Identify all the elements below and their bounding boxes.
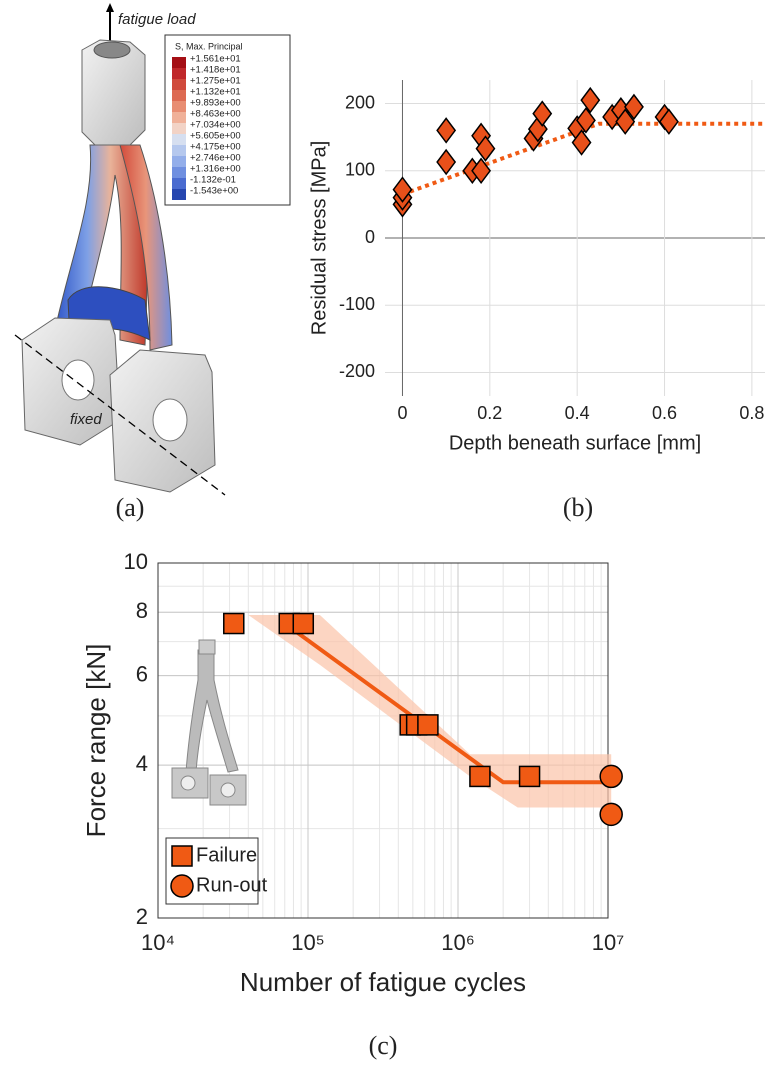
caption: (c) [369,1031,398,1060]
legend-label: +9.893e+00 [190,98,241,109]
legend-label: +1.275e+01 [190,76,241,87]
legend-label: -1.543e+00 [190,186,238,197]
legend-swatch [172,123,186,134]
legend-label: +4.175e+00 [190,142,241,153]
y-axis-label: Force range [kN] [81,644,111,838]
caption: (b) [563,493,593,522]
legend-swatch [172,90,186,101]
legend-label: Run-out [196,874,268,896]
legend-swatch [172,79,186,90]
page: {"panel_a": { "load_label": "fatigue loa… [0,0,769,1068]
x-tick-label: 0.4 [565,403,590,423]
y-tick-label: 200 [345,92,375,112]
legend-swatch [172,156,186,167]
fixed-label: fixed [70,411,102,428]
legend-swatch [172,57,186,68]
legend-swatch [172,134,186,145]
data-point [470,766,490,786]
x-tick-label: 0 [397,403,407,423]
legend-swatch [172,178,186,189]
load-label: fatigue load [118,11,196,28]
y-tick-label: 4 [136,751,148,776]
y-tick-label: 6 [136,661,148,686]
legend-swatch [172,145,186,156]
data-point [418,715,438,735]
x-tick-label: 10⁶ [441,930,475,955]
y-tick-label: -200 [339,361,375,381]
figure: fatigue load fixed S, Max. Principal +1.… [0,0,769,1068]
x-tick-label: 0.6 [652,403,677,423]
caption: (a) [116,493,145,522]
legend-label: +1.561e+01 [190,54,241,65]
y-tick-label: 0 [365,227,375,247]
legend-label: +5.605e+00 [190,131,241,142]
legend-marker [172,846,192,866]
y-tick-label: 10 [124,549,148,574]
data-point [437,118,455,142]
x-axis-label: Number of fatigue cycles [240,967,526,997]
legend-marker [171,875,193,897]
x-tick-label: 10⁵ [291,930,325,955]
data-point [293,614,313,634]
legend-swatch [172,68,186,79]
legend-swatch [172,189,186,200]
data-point [581,88,599,112]
residual-stress-chart: -200 -100 0 100 200 0 0.2 0.4 0.6 0.8 Depth beneat… [308,80,765,454]
x-tick-label: 0.8 [739,403,764,423]
legend-label: +7.034e+00 [190,120,241,131]
x-tick-label: 10⁴ [141,930,175,955]
legend-label: Failure [196,844,257,866]
y-tick-label: 8 [136,598,148,623]
data-point [520,766,540,786]
y-axis-label: Residual stress [MPa] [308,141,330,336]
y-tick-label: -100 [339,294,375,314]
y-tick-label: 100 [345,160,375,180]
y-tick-label: 2 [136,904,148,929]
legend-label: -1.132e-01 [190,175,236,186]
data-point [600,765,622,787]
legend-swatch [172,101,186,112]
legend-label: +8.463e+00 [190,109,241,120]
x-tick-label: 10⁷ [592,930,624,955]
data-point [600,803,622,825]
contour-legend: +1.561e+01+1.418e+01+1.275e+01+1.132e+01… [172,54,241,200]
legend-swatch [172,167,186,178]
fatigue-chart: 2 4 6 8 10 10⁴ 10⁵ 10⁶ 10⁷ Number of fatigue cycl… [81,549,624,997]
legend-title: S, Max. Principal [175,41,243,51]
legend-swatch [172,112,186,123]
legend-label: +2.746e+00 [190,153,241,164]
legend-label: +1.418e+01 [190,65,241,76]
data-point [224,614,244,634]
legend-label: +1.132e+01 [190,87,241,98]
x-tick-label: 0.2 [477,403,502,423]
x-axis-label: Depth beneath surface [mm] [449,432,701,454]
legend-label: +1.316e+00 [190,164,241,175]
